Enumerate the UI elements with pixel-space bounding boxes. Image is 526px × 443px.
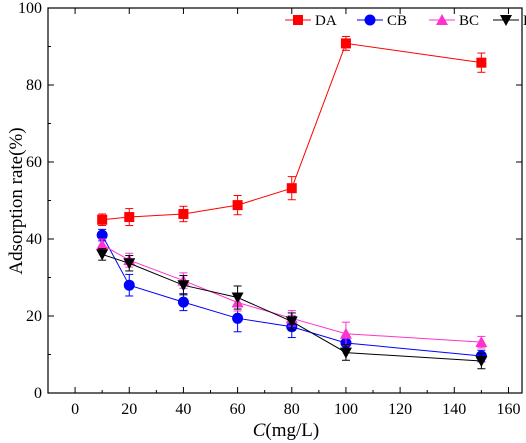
data-point — [124, 212, 135, 223]
x-tick-label: 40 — [175, 401, 191, 418]
x-tick-label: 20 — [121, 401, 137, 418]
x-tick-label: 100 — [334, 401, 358, 418]
data-point — [177, 280, 190, 292]
x-tick-label: 120 — [388, 401, 412, 418]
data-point — [232, 200, 243, 211]
data-point — [178, 208, 189, 219]
legend-label: CB — [387, 13, 407, 29]
legend-marker — [500, 15, 512, 26]
data-point — [285, 316, 298, 328]
y-tick-label: 40 — [26, 231, 42, 248]
data-point — [96, 249, 109, 261]
data-point — [96, 229, 108, 241]
data-point — [97, 214, 108, 225]
data-point — [123, 258, 136, 270]
data-point — [340, 38, 351, 49]
x-tick-label: 0 — [71, 401, 79, 418]
y-tick-label: 100 — [18, 0, 42, 17]
legend-marker — [436, 14, 448, 25]
y-axis-title: Adsorption rate(%) — [6, 127, 27, 274]
data-point — [475, 336, 488, 348]
y-tick-label: 80 — [26, 77, 42, 94]
y-tick-label: 60 — [26, 154, 42, 171]
legend-item-bc: BC — [429, 13, 479, 29]
y-tick-label: 0 — [34, 385, 42, 402]
legend-item-rhb: RHB — [493, 13, 526, 29]
legend-label: BC — [459, 13, 479, 29]
x-axis-title: C(mg/L) — [253, 420, 320, 441]
data-point — [475, 356, 488, 368]
data-point — [231, 292, 244, 304]
series-rhb — [96, 248, 488, 370]
x-tick-label: 140 — [442, 401, 466, 418]
series-da — [97, 35, 487, 227]
x-tick-label: 60 — [230, 401, 246, 418]
legend-item-cb: CB — [357, 13, 407, 29]
x-tick-label: 80 — [284, 401, 300, 418]
data-point — [476, 57, 487, 68]
legend-item-da: DA — [285, 13, 337, 29]
x-axis-title-variable: C — [253, 420, 266, 441]
data-point — [339, 347, 352, 359]
y-tick-label: 20 — [26, 308, 42, 325]
data-point — [177, 296, 189, 308]
data-point — [339, 327, 352, 339]
data-point — [286, 183, 297, 194]
x-tick-label: 160 — [496, 401, 520, 418]
legend-marker — [364, 14, 376, 26]
series-cb — [96, 228, 487, 363]
data-point — [123, 279, 135, 291]
legend-label: DA — [315, 13, 337, 29]
legend-marker — [293, 15, 303, 25]
series-line — [102, 253, 482, 362]
data-point — [96, 238, 109, 250]
x-axis-title-unit: (mg/L) — [265, 420, 319, 441]
data-point — [232, 312, 244, 324]
legend-label: RHB — [523, 13, 526, 29]
plot-frame — [47, 7, 523, 394]
